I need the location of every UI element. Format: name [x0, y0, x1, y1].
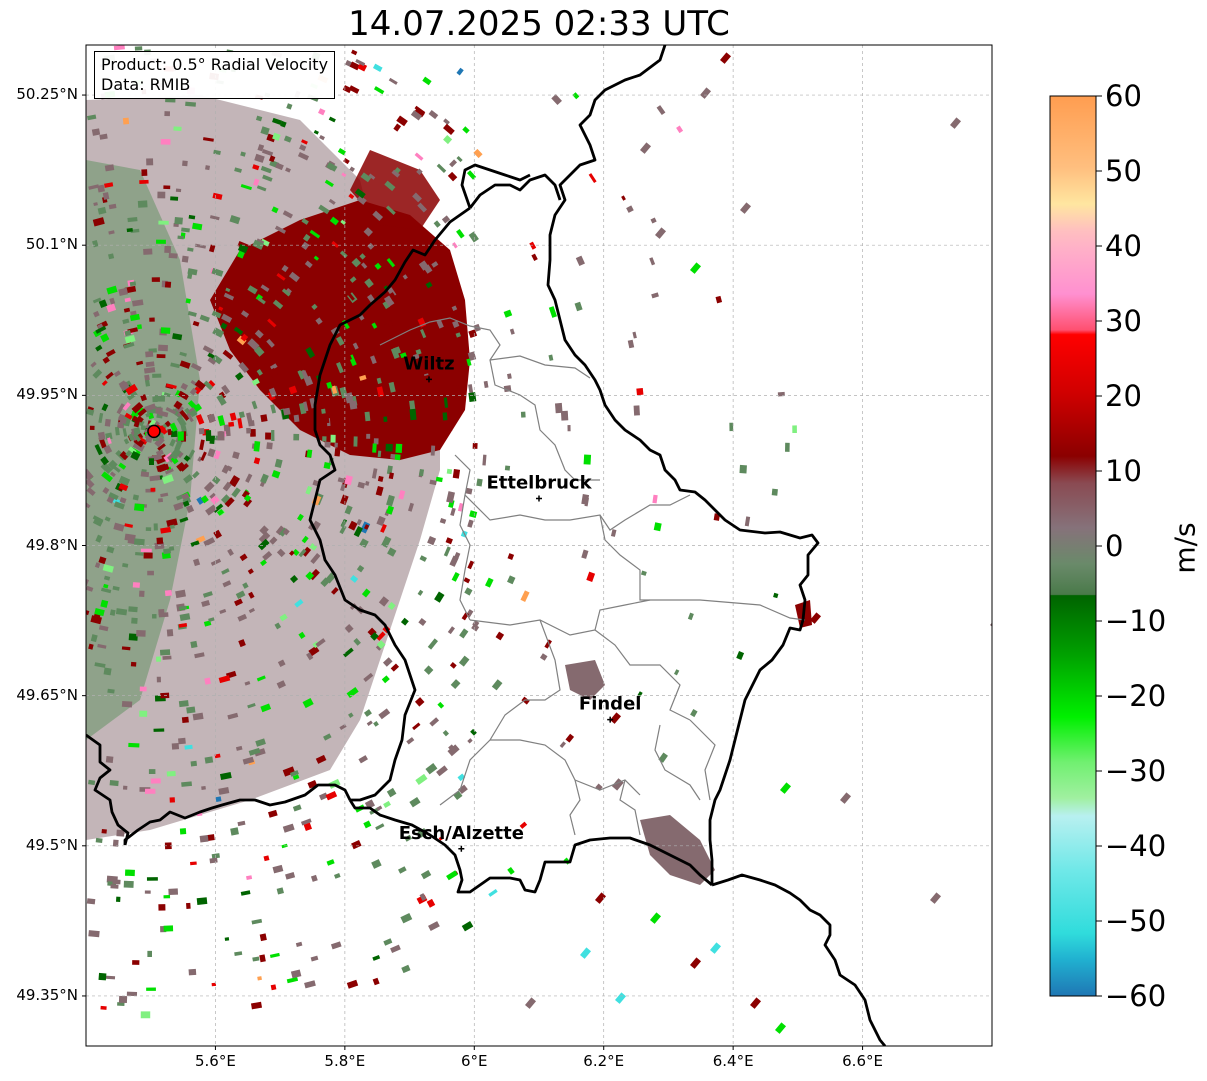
colorbar-tick-label: 30: [1105, 304, 1142, 338]
city-label: Ettelbruck: [486, 472, 592, 493]
colorbar-tick-label: 20: [1105, 379, 1142, 413]
colorbar-unit-label: m/s: [1168, 522, 1202, 574]
colorbar-tick-label: 50: [1105, 154, 1142, 188]
lat-tick-label: 49.35°N: [16, 985, 78, 1004]
lat-tick-label: 50.25°N: [16, 85, 78, 104]
colorbar-tick-label: 10: [1105, 454, 1142, 488]
city-marker: Esch/Alzette: [399, 823, 524, 852]
city-marker: Findel: [579, 694, 642, 723]
lat-tick-label: 49.8°N: [25, 535, 78, 554]
colorbar-tick-label: −20: [1105, 679, 1167, 713]
city-label: Findel: [579, 694, 642, 715]
city-label: Esch/Alzette: [399, 823, 524, 844]
colorbar-tick-label: −50: [1105, 904, 1167, 938]
lon-tick-label: 6.4°E: [712, 1052, 754, 1070]
city-cross-icon: [458, 845, 465, 852]
echo-cluster: [640, 815, 715, 885]
echo-cluster: [565, 660, 605, 700]
product-info-box: Product: 0.5° Radial Velocity Data: RMIB: [94, 51, 336, 99]
city-cross-icon: [607, 716, 614, 723]
lon-tick-label: 6°E: [461, 1052, 488, 1070]
product-label: Product: 0.5° Radial Velocity: [101, 55, 329, 74]
colorbar: [1049, 95, 1097, 997]
colorbar-tick-label: 0: [1105, 529, 1124, 563]
echo-gates: [86, 45, 992, 1034]
lat-tick-label: 50.1°N: [25, 235, 78, 254]
radar-site-marker: [147, 424, 161, 439]
lat-tick-label: 49.95°N: [16, 385, 78, 404]
colorbar-tick-label: −30: [1105, 754, 1167, 788]
map-title: 14.07.2025 02:33 UTC: [348, 4, 730, 44]
colorbar-tick-label: −40: [1105, 829, 1167, 863]
lon-tick-label: 5.8°E: [324, 1052, 366, 1070]
lat-tick-label: 49.5°N: [25, 835, 78, 854]
lon-tick-label: 5.6°E: [195, 1052, 236, 1070]
lon-tick-label: 6.2°E: [583, 1052, 625, 1070]
lat-tick-label: 49.65°N: [16, 685, 78, 704]
city-marker: Ettelbruck: [486, 472, 593, 502]
data-source-label: Data: RMIB: [101, 75, 191, 94]
city-cross-icon: [425, 376, 432, 383]
city-marker: Wiltz: [403, 353, 455, 383]
city-label: Wiltz: [403, 353, 454, 374]
colorbar-tick-label: −60: [1105, 979, 1167, 1013]
colorbar-tick-label: 40: [1105, 229, 1142, 263]
lon-tick-label: 6.6°E: [842, 1052, 883, 1070]
colorbar-tick-label: −10: [1105, 604, 1167, 638]
colorbar-tick-label: 60: [1105, 79, 1142, 113]
city-cross-icon: [536, 495, 542, 502]
